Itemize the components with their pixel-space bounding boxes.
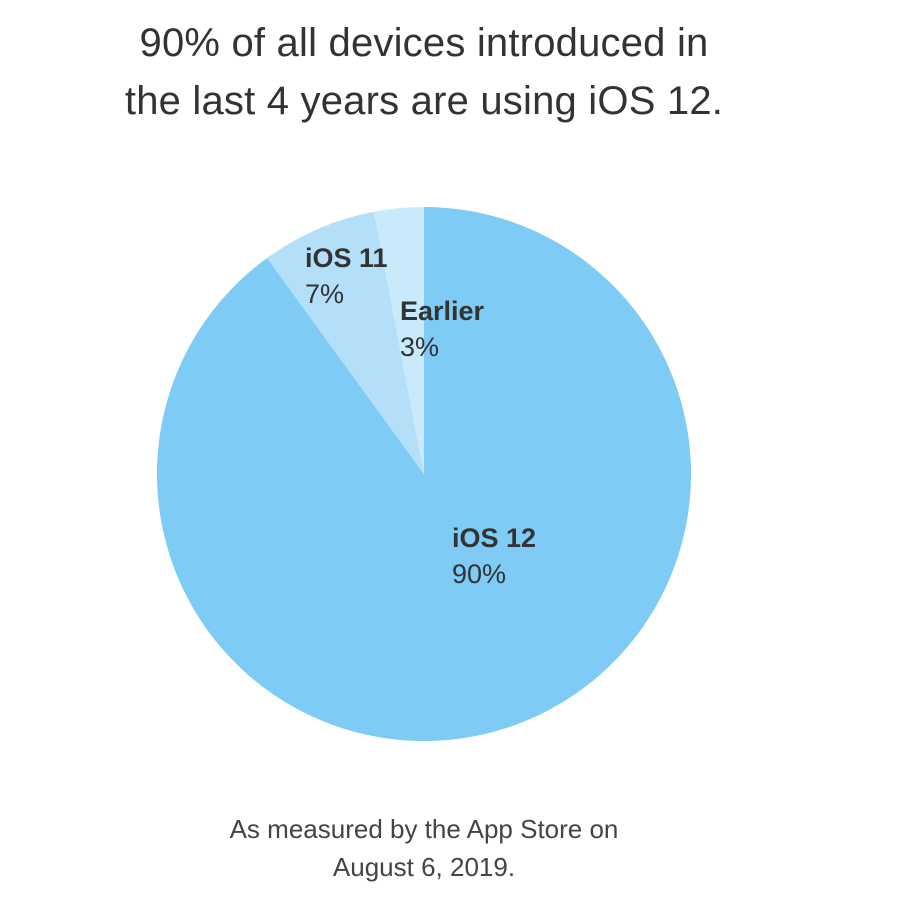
slice-name: Earlier: [400, 296, 485, 326]
title-line-1: 90% of all devices introduced in: [139, 21, 709, 65]
label-ios12: iOS 12 90%: [452, 520, 536, 592]
caption-line-1: As measured by the App Store on: [229, 814, 619, 844]
slice-percent: 90%: [452, 559, 507, 589]
title-line-2: the last 4 years are using iOS 12.: [124, 79, 724, 123]
caption-line-2: August 6, 2019.: [332, 852, 516, 882]
slice-earlier: [373, 207, 424, 474]
slice-percent: 7%: [305, 279, 345, 309]
chart-caption: As measured by the App Store on August 6…: [0, 810, 848, 886]
label-ios11: iOS 11 7%: [305, 240, 388, 312]
chart-title: 90% of all devices introduced in the las…: [0, 14, 848, 130]
slice-name: iOS 12: [452, 523, 537, 553]
label-earlier: Earlier 3%: [400, 293, 484, 365]
slice-name: iOS 11: [305, 243, 388, 273]
slice-ios11: [267, 211, 424, 474]
slice-percent: 3%: [400, 332, 440, 362]
